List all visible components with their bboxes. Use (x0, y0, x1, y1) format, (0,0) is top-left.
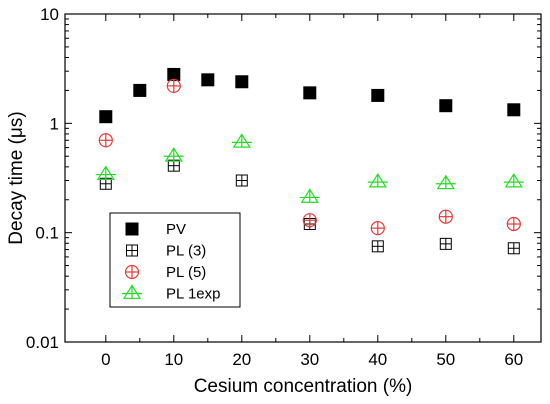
x-tick-label: 40 (368, 350, 387, 369)
data-point (167, 67, 181, 81)
data-point (303, 86, 317, 100)
data-point (235, 75, 249, 89)
x-tick-label: 0 (101, 350, 110, 369)
x-tick-label: 10 (164, 350, 183, 369)
series-3 (95, 133, 524, 203)
data-point (371, 88, 385, 102)
tick-labels: 0 10 20 30 40 50 60 0.01 0.1 1 10 (26, 5, 523, 369)
data-point (507, 103, 521, 117)
y-tick-label: 0.01 (26, 333, 59, 352)
legend-label: PL 1exp (166, 286, 221, 303)
y-axis-title: Decay time (μs) (6, 111, 27, 244)
legend-marker (125, 222, 139, 236)
series-2 (98, 78, 521, 236)
y-tick-label: 1 (50, 114, 59, 133)
legend: PV PL (3) PL (5) PL 1exp (109, 212, 241, 308)
data-point (201, 73, 215, 87)
data-point (439, 99, 453, 113)
data-point (133, 83, 147, 97)
series-0 (99, 67, 521, 124)
x-tick-label: 50 (436, 350, 455, 369)
axis-ticks (65, 13, 541, 343)
data-point (99, 110, 113, 124)
data-marks (95, 67, 524, 255)
x-axis-title: Cesium concentration (%) (194, 376, 413, 397)
y-tick-label: 0.1 (35, 224, 59, 243)
x-tick-label: 20 (232, 350, 251, 369)
y-tick-label: 10 (40, 5, 59, 24)
x-tick-label: 60 (504, 350, 523, 369)
plot-frame (64, 13, 542, 343)
x-tick-label: 30 (300, 350, 319, 369)
legend-label: PV (166, 221, 186, 238)
legend-label: PL (3) (166, 243, 206, 260)
legend-label: PL (5) (166, 264, 206, 281)
series-1 (99, 159, 520, 255)
